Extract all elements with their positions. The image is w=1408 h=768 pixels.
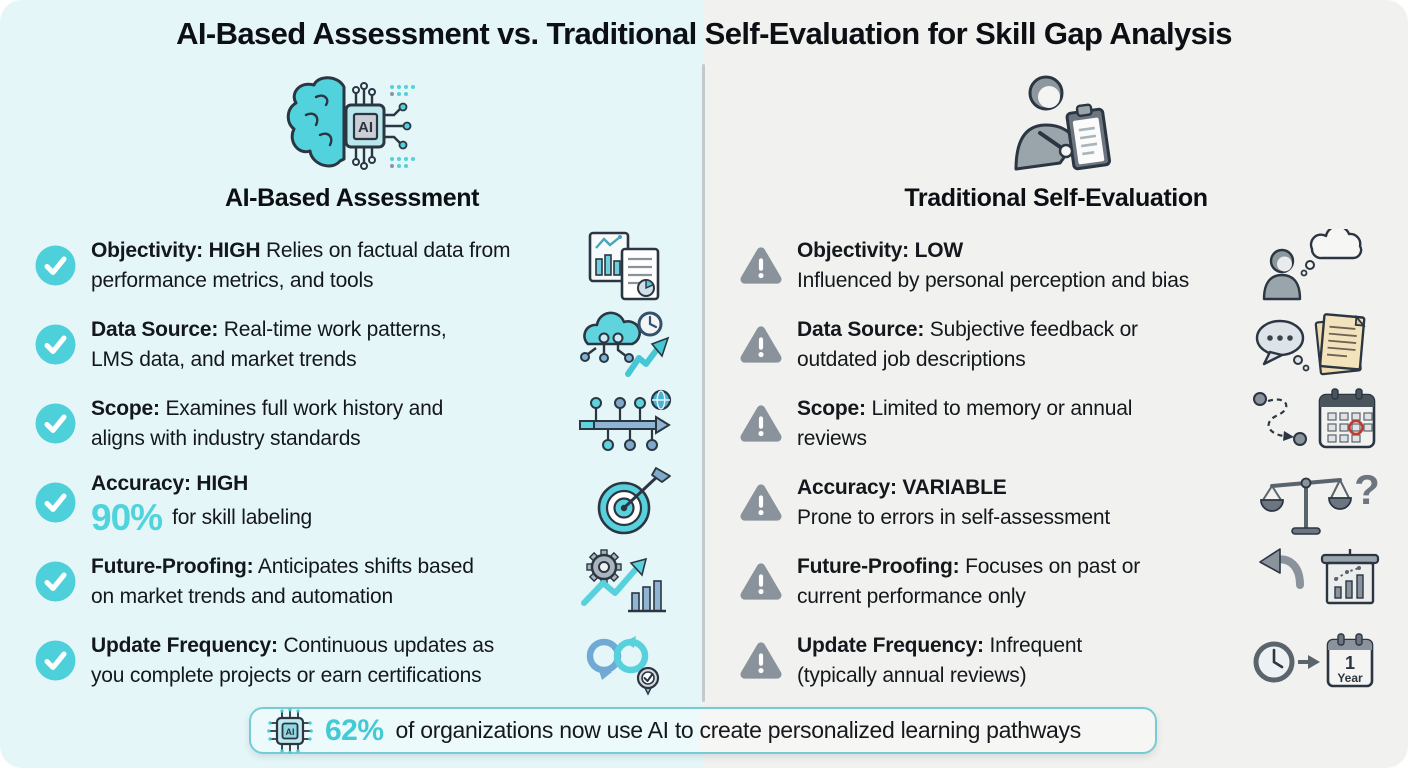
list-item: Update Frequency: Continuous updates as … — [34, 621, 674, 700]
list-item: Objectivity: LOW Influenced by personal … — [740, 226, 1380, 305]
warning-triangle-icon — [740, 561, 782, 602]
person-clipboard-icon — [736, 68, 1376, 180]
list-item: Scope: Limited to memory or annual revie… — [740, 384, 1380, 463]
ai-feature-list: Objectivity: HIGH Relies on factual data… — [34, 226, 674, 700]
page-title: AI-Based Assessment vs. Traditional Self… — [176, 16, 1232, 51]
traditional-column-header: Traditional Self-Evaluation — [736, 68, 1376, 213]
list-item: Future-Proofing: Focuses on past or curr… — [740, 542, 1380, 621]
feature-text: Scope: Examines full work history and al… — [91, 396, 444, 450]
list-item: Accuracy: VARIABLE Prone to errors in se… — [740, 463, 1380, 542]
timeline-globe-icon — [574, 387, 674, 461]
feature-text: Update Frequency: Infrequent (typically … — [797, 633, 1083, 687]
traditional-feature-list: Objectivity: LOW Influenced by personal … — [740, 226, 1380, 700]
feature-text: Accuracy: HIGH 90% for skill labeling — [91, 472, 313, 538]
svg-text:AI: AI — [358, 119, 373, 136]
list-item: Data Source: Subjective feedback or outd… — [740, 305, 1380, 384]
feature-text: Future-Proofing: Anticipates shifts base… — [91, 554, 474, 608]
svg-text:?: ? — [1354, 466, 1380, 513]
check-circle-icon — [34, 245, 76, 286]
clock-annual-calendar-icon: 1 Year — [1250, 624, 1380, 698]
brain-ai-chip-icon: AI — [32, 68, 672, 180]
list-item: Update Frequency: Infrequent (typically … — [740, 621, 1380, 700]
cloud-network-clock-trend-icon — [574, 308, 674, 382]
feature-text: Accuracy: VARIABLE Prone to errors in se… — [797, 475, 1110, 529]
svg-text:AI: AI — [286, 727, 295, 737]
feature-text: Future-Proofing: Focuses on past or curr… — [797, 554, 1141, 608]
stat-banner: AI 62% of organizations now use AI to cr… — [249, 707, 1157, 754]
list-item: Data Source: Real-time work patterns, LM… — [34, 305, 674, 384]
check-circle-icon — [34, 324, 76, 365]
feature-text: Objectivity: HIGH Relies on factual data… — [91, 238, 511, 292]
warning-triangle-icon — [740, 482, 782, 523]
check-circle-icon — [34, 482, 76, 523]
accuracy-stat: 90% — [91, 496, 163, 538]
speech-bubble-documents-icon — [1250, 308, 1380, 382]
person-thought-bubble-icon — [1250, 228, 1380, 303]
list-item: Future-Proofing: Anticipates shifts base… — [34, 542, 674, 621]
feature-text: Data Source: Real-time work patterns, LM… — [91, 317, 447, 371]
analytics-report-documents-icon — [574, 229, 674, 303]
list-item: Accuracy: HIGH 90% for skill labeling — [34, 463, 674, 542]
feature-text: Objectivity: LOW Influenced by personal … — [797, 238, 1190, 292]
feature-text: Update Frequency: Continuous updates as … — [91, 633, 495, 687]
feature-text: Data Source: Subjective feedback or outd… — [797, 317, 1138, 371]
list-item: Objectivity: HIGH Relies on factual data… — [34, 226, 674, 305]
warning-triangle-icon — [740, 640, 782, 681]
check-circle-icon — [34, 403, 76, 444]
column-divider — [702, 64, 705, 702]
back-arrow-presentation-chart-icon — [1250, 545, 1380, 619]
gear-growth-chart-icon — [574, 545, 674, 619]
infinity-certification-badge-icon — [574, 624, 674, 698]
svg-text:1: 1 — [1345, 653, 1355, 673]
winding-path-calendar-icon — [1250, 387, 1380, 461]
ai-column-title: AI-Based Assessment — [224, 184, 480, 212]
ai-column-header: AI AI-Based Assessment — [32, 68, 672, 213]
banner-text: of organizations now use AI to create pe… — [395, 717, 1082, 743]
list-item: Scope: Examines full work history and al… — [34, 384, 674, 463]
check-circle-icon — [34, 561, 76, 602]
check-circle-icon — [34, 640, 76, 681]
warning-triangle-icon — [740, 403, 782, 444]
warning-triangle-icon — [740, 245, 782, 286]
feature-text: Scope: Limited to memory or annual revie… — [797, 396, 1133, 450]
ai-chip-icon: AI — [267, 707, 313, 754]
svg-text:Year: Year — [1337, 671, 1363, 685]
target-dart-icon — [574, 466, 674, 540]
traditional-column-title: Traditional Self-Evaluation — [904, 184, 1208, 212]
balance-scale-question-icon: ? — [1250, 466, 1380, 540]
banner-stat: 62% — [325, 713, 384, 747]
warning-triangle-icon — [740, 324, 782, 365]
